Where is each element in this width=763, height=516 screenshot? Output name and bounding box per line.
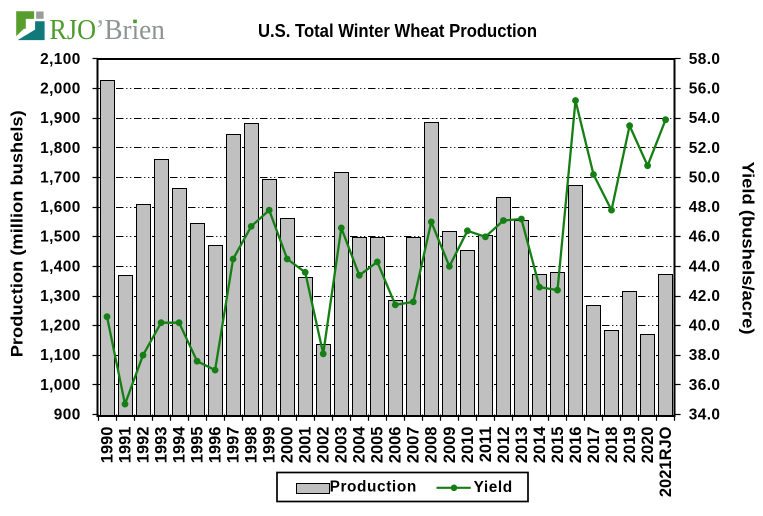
- svg-text:52.0: 52.0: [689, 140, 721, 157]
- svg-text:1991: 1991: [116, 427, 134, 464]
- svg-text:1998: 1998: [243, 427, 261, 464]
- svg-text:2020: 2020: [639, 427, 657, 464]
- svg-text:2016: 2016: [567, 427, 585, 464]
- svg-text:Yield (bushels/acre): Yield (bushels/acre): [739, 162, 757, 335]
- svg-text:1993: 1993: [153, 427, 171, 464]
- svg-text:Brien: Brien: [104, 14, 165, 46]
- svg-text:2005: 2005: [369, 427, 387, 464]
- svg-text:2014: 2014: [531, 426, 549, 464]
- svg-text:2000: 2000: [279, 427, 297, 464]
- svg-text:50.0: 50.0: [689, 169, 721, 186]
- svg-text:1,100: 1,100: [40, 347, 81, 364]
- svg-text:2,000: 2,000: [40, 81, 81, 98]
- svg-text:46.0: 46.0: [689, 229, 721, 246]
- svg-text:’: ’: [95, 14, 105, 46]
- svg-text:58.0: 58.0: [689, 51, 721, 68]
- svg-text:1994: 1994: [171, 426, 189, 464]
- svg-text:RJO: RJO: [49, 14, 96, 46]
- svg-text:2017: 2017: [585, 427, 603, 464]
- svg-text:1996: 1996: [207, 427, 225, 464]
- svg-text:2018: 2018: [603, 427, 621, 464]
- svg-text:2007: 2007: [405, 427, 423, 464]
- svg-text:2013: 2013: [513, 427, 531, 464]
- svg-text:44.0: 44.0: [689, 258, 721, 275]
- svg-text:2015: 2015: [549, 427, 567, 464]
- svg-text:2011: 2011: [477, 427, 495, 463]
- svg-text:Production (million bushels): Production (million bushels): [9, 110, 27, 357]
- svg-text:1992: 1992: [134, 427, 152, 464]
- svg-text:2006: 2006: [387, 427, 405, 464]
- svg-text:1995: 1995: [189, 427, 207, 464]
- svg-text:1997: 1997: [225, 427, 243, 464]
- svg-text:38.0: 38.0: [689, 347, 721, 364]
- svg-text:1,300: 1,300: [40, 288, 81, 305]
- svg-text:1,200: 1,200: [40, 318, 81, 335]
- svg-text:42.0: 42.0: [689, 288, 721, 305]
- svg-text:2003: 2003: [333, 427, 351, 464]
- svg-text:1,800: 1,800: [40, 140, 81, 157]
- svg-text:1,700: 1,700: [40, 169, 81, 186]
- svg-text:Yield: Yield: [474, 479, 513, 496]
- svg-text:54.0: 54.0: [689, 110, 721, 127]
- svg-text:2004: 2004: [351, 426, 369, 464]
- svg-text:2009: 2009: [441, 427, 459, 464]
- svg-text:2008: 2008: [423, 427, 441, 464]
- svg-text:2001: 2001: [297, 427, 315, 464]
- svg-text:34.0: 34.0: [689, 406, 721, 423]
- svg-text:900: 900: [54, 406, 81, 423]
- svg-text:1990: 1990: [98, 427, 116, 464]
- svg-text:36.0: 36.0: [689, 377, 721, 394]
- svg-text:1999: 1999: [261, 427, 279, 464]
- svg-text:2002: 2002: [315, 427, 333, 464]
- svg-text:1,900: 1,900: [40, 110, 81, 127]
- svg-text:40.0: 40.0: [689, 318, 721, 335]
- svg-text:2012: 2012: [495, 427, 513, 464]
- svg-text:2019: 2019: [621, 427, 639, 464]
- svg-text:48.0: 48.0: [689, 199, 721, 216]
- svg-text:U.S. Total Winter Wheat Produc: U.S. Total Winter Wheat Production: [258, 21, 537, 41]
- svg-text:56.0: 56.0: [689, 81, 721, 98]
- svg-text:2010: 2010: [459, 427, 477, 464]
- svg-text:1,600: 1,600: [40, 199, 81, 216]
- svg-text:1,500: 1,500: [40, 229, 81, 246]
- svg-text:Production: Production: [330, 479, 417, 496]
- svg-text:2,100: 2,100: [40, 51, 81, 68]
- svg-text:1,400: 1,400: [40, 258, 81, 275]
- svg-text:2021RJO: 2021RJO: [657, 426, 675, 497]
- svg-text:1,000: 1,000: [40, 377, 81, 394]
